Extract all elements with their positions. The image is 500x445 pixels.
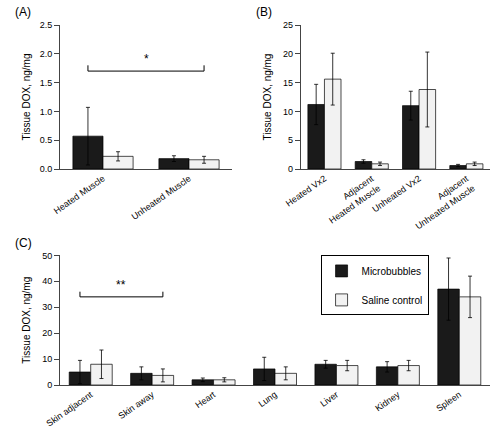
svg-text:*: * xyxy=(144,52,149,66)
svg-text:Lung: Lung xyxy=(257,389,279,409)
svg-text:Skin adjacent: Skin adjacent xyxy=(44,389,94,428)
svg-text:Tissue DOX, ng/mg: Tissue DOX, ng/mg xyxy=(21,54,32,141)
svg-text:Heated Muscle: Heated Muscle xyxy=(52,173,107,216)
svg-text:10: 10 xyxy=(283,107,293,117)
svg-text:0.5: 0.5 xyxy=(40,135,53,145)
svg-text:Kidney: Kidney xyxy=(373,389,402,413)
svg-text:5: 5 xyxy=(288,135,293,145)
svg-text:AdjacentUnheated Muscle: AdjacentUnheated Muscle xyxy=(407,173,477,231)
svg-text:Microbubbles: Microbubbles xyxy=(362,266,421,277)
svg-text:15: 15 xyxy=(283,78,293,88)
svg-text:20: 20 xyxy=(42,328,52,338)
svg-text:(C): (C) xyxy=(15,236,32,250)
svg-text:**: ** xyxy=(116,278,126,292)
svg-text:10: 10 xyxy=(42,354,52,364)
svg-text:30: 30 xyxy=(42,302,52,312)
svg-text:AdjacentHeated Muscle: AdjacentHeated Muscle xyxy=(321,173,383,225)
svg-text:20: 20 xyxy=(283,49,293,59)
svg-text:Saline control: Saline control xyxy=(362,295,423,306)
svg-text:0: 0 xyxy=(288,164,293,174)
svg-text:Spleen: Spleen xyxy=(434,389,463,413)
svg-text:50: 50 xyxy=(42,251,52,261)
svg-text:Liver: Liver xyxy=(318,389,340,408)
svg-text:Unheated Vx2: Unheated Vx2 xyxy=(370,173,422,214)
svg-text:Heated Vx2: Heated Vx2 xyxy=(284,173,328,208)
svg-text:0.0: 0.0 xyxy=(40,164,53,174)
svg-text:Unheated Muscle: Unheated Muscle xyxy=(130,173,193,221)
svg-text:40: 40 xyxy=(42,276,52,286)
svg-text:(A): (A) xyxy=(15,5,31,19)
svg-text:1.5: 1.5 xyxy=(40,78,53,88)
svg-text:25: 25 xyxy=(283,20,293,30)
svg-text:0: 0 xyxy=(47,380,52,390)
svg-text:Skin away: Skin away xyxy=(117,389,157,421)
svg-text:Heart: Heart xyxy=(194,389,218,410)
svg-text:Tissue DOX, ng/mg: Tissue DOX, ng/mg xyxy=(21,277,32,364)
svg-text:2.5: 2.5 xyxy=(40,20,53,30)
svg-text:2.0: 2.0 xyxy=(40,49,53,59)
svg-text:1.0: 1.0 xyxy=(40,107,53,117)
svg-text:Tissue DOX, ng/mg: Tissue DOX, ng/mg xyxy=(262,54,273,141)
svg-text:(B): (B) xyxy=(256,5,272,19)
